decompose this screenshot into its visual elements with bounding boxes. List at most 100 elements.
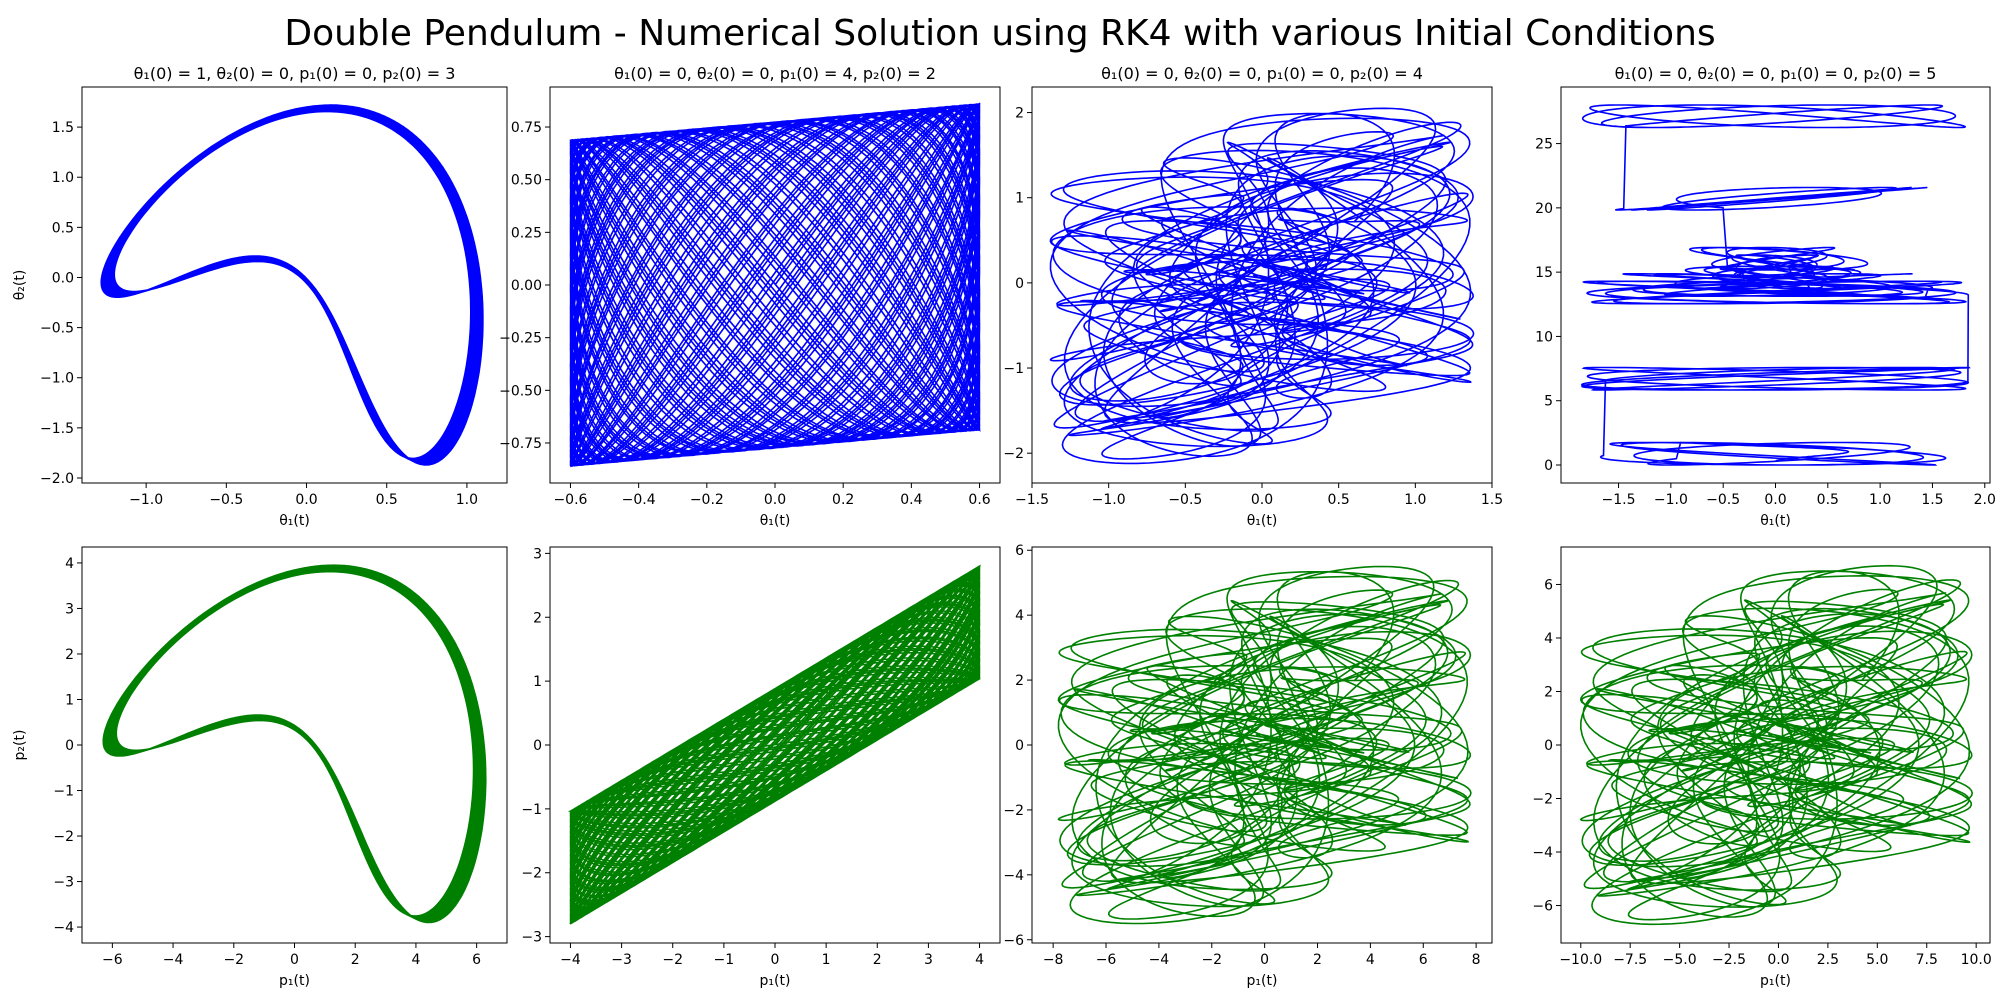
y-tick-label: −2 bbox=[1532, 792, 1553, 808]
x-axis-label: p₁(t) bbox=[760, 973, 791, 989]
axes-frame bbox=[81, 546, 508, 944]
y-tick-label: 1 bbox=[533, 674, 542, 690]
y-tick-label: 0.00 bbox=[511, 278, 542, 294]
subplot-r1c1: −1.0 −0.5 0.0 0.5 1.0 −2.0 −1.5 −1.0 −0.5 0.0 0.5 1… bbox=[12, 64, 508, 529]
x-tick-label: 1.5 bbox=[1921, 492, 1943, 508]
x-axis-label: p₁(t) bbox=[279, 973, 310, 989]
x-tick-label: 0.5 bbox=[1328, 492, 1350, 508]
x-tick-label: −0.6 bbox=[553, 492, 587, 508]
subplot-r2c1: −6 −4 −2 0 2 4 6 −4 −3 −2 −1 0 1 2 3 4 p₁(t) p₂(t) bbox=[12, 546, 508, 989]
y-tick-label: −1 bbox=[53, 784, 74, 800]
subplot-title: θ₁(0) = 0, θ₂(0) = 0, p₁(0) = 0, p₂(0) =… bbox=[1615, 64, 1937, 83]
x-tick-label: 1.0 bbox=[1869, 492, 1891, 508]
y-tick-label: 0 bbox=[1544, 738, 1553, 754]
x-axis-label: θ₁(t) bbox=[1247, 513, 1278, 529]
y-tick-label: 2 bbox=[65, 647, 74, 663]
y-tick-label: 6 bbox=[1544, 577, 1553, 593]
x-tick-label: −0.5 bbox=[1168, 492, 1202, 508]
y-tick-label: 3 bbox=[533, 546, 542, 562]
x-tick-label: −1.0 bbox=[129, 492, 163, 508]
y-tick-label: 2 bbox=[533, 610, 542, 626]
x-tick-label: 0.0 bbox=[764, 492, 786, 508]
x-tick-label: −3 bbox=[611, 952, 632, 968]
y-tick-label: −0.75 bbox=[499, 436, 542, 452]
x-axis-label: θ₁(t) bbox=[760, 513, 791, 529]
y-tick-label: 0 bbox=[1015, 276, 1024, 292]
y-tick-label: −1.0 bbox=[40, 371, 74, 387]
y-tick-label: 0.0 bbox=[52, 270, 74, 286]
x-tick-label: −0.5 bbox=[209, 492, 243, 508]
x-tick-label: 0.0 bbox=[1767, 952, 1789, 968]
trajectory-line bbox=[1057, 565, 1472, 925]
x-tick-label: −1 bbox=[714, 952, 735, 968]
y-tick-label: 4 bbox=[65, 556, 74, 572]
y-tick-label: 4 bbox=[1544, 631, 1553, 647]
y-tick-label: 4 bbox=[1015, 608, 1024, 624]
x-tick-label: 0 bbox=[1260, 952, 1269, 968]
y-tick-label: −2.0 bbox=[40, 471, 74, 487]
y-tick-label: −6 bbox=[1003, 933, 1024, 949]
x-axis-label: θ₁(t) bbox=[279, 513, 310, 529]
x-tick-label: −10.0 bbox=[1559, 952, 1602, 968]
y-axis-label: θ₂(t) bbox=[12, 270, 28, 301]
x-tick-label: 0.0 bbox=[1764, 492, 1786, 508]
y-tick-label: −4 bbox=[1003, 868, 1024, 884]
x-tick-label: −1.5 bbox=[1015, 492, 1049, 508]
x-tick-label: 2 bbox=[873, 952, 882, 968]
x-tick-label: −1.0 bbox=[1092, 492, 1126, 508]
y-tick-label: 0.25 bbox=[511, 225, 542, 241]
x-tick-label: −2 bbox=[662, 952, 683, 968]
y-tick-label: −1 bbox=[521, 802, 542, 818]
x-tick-label: 0 bbox=[290, 952, 299, 968]
x-tick-label: 1.0 bbox=[456, 492, 478, 508]
x-tick-label: 5.0 bbox=[1866, 952, 1888, 968]
x-tick-label: 6 bbox=[472, 952, 481, 968]
trajectory-line bbox=[102, 564, 487, 924]
y-tick-label: −3 bbox=[53, 875, 74, 891]
x-tick-label: 0.4 bbox=[900, 492, 922, 508]
x-tick-label: −5.0 bbox=[1663, 952, 1697, 968]
x-tick-label: −2.5 bbox=[1712, 952, 1746, 968]
x-tick-label: −1.0 bbox=[1654, 492, 1688, 508]
y-tick-label: −2 bbox=[1003, 803, 1024, 819]
x-tick-label: 0.5 bbox=[376, 492, 398, 508]
x-tick-label: 4 bbox=[411, 952, 420, 968]
y-tick-label: 1.5 bbox=[52, 120, 74, 136]
y-axis-label: p₂(t) bbox=[12, 730, 28, 761]
subplot-r1c3: −1.5 −1.0 −0.5 0.0 0.5 1.0 1.5 −2 −1 0 1 2 θ₁(0) = 0… bbox=[1003, 64, 1503, 529]
y-tick-label: 0 bbox=[65, 738, 74, 754]
y-tick-label: 1.0 bbox=[52, 170, 74, 186]
y-tick-label: 0.50 bbox=[511, 173, 542, 189]
x-tick-label: −6 bbox=[102, 952, 123, 968]
y-tick-label: −0.5 bbox=[40, 321, 74, 337]
trajectory-line bbox=[1580, 104, 1971, 466]
x-tick-label: −6 bbox=[1096, 952, 1117, 968]
y-tick-label: 2 bbox=[1015, 106, 1024, 122]
x-tick-label: 2.0 bbox=[1974, 492, 1996, 508]
y-tick-label: −2 bbox=[521, 866, 542, 882]
y-tick-label: −3 bbox=[521, 930, 542, 946]
x-tick-label: 2 bbox=[351, 952, 360, 968]
y-tick-label: 2 bbox=[1544, 684, 1553, 700]
x-tick-label: −4 bbox=[560, 952, 581, 968]
y-tick-label: 0.5 bbox=[52, 220, 74, 236]
x-tick-label: 2 bbox=[1313, 952, 1322, 968]
trajectory-line bbox=[1579, 564, 1974, 926]
x-tick-label: 4 bbox=[975, 952, 984, 968]
x-tick-label: −7.5 bbox=[1613, 952, 1647, 968]
y-tick-label: −1 bbox=[1003, 361, 1024, 377]
subplot-title: θ₁(0) = 0, θ₂(0) = 0, p₁(0) = 4, p₂(0) =… bbox=[614, 64, 936, 83]
x-tick-label: −0.4 bbox=[622, 492, 656, 508]
x-tick-label: 2.5 bbox=[1817, 952, 1839, 968]
subplot-r2c4: −10.0 −7.5 −5.0 −2.5 0.0 2.5 5.0 7.5 10.0 −6 −4 −2 0… bbox=[1532, 546, 1992, 989]
x-tick-label: 6 bbox=[1419, 952, 1428, 968]
x-tick-label: −0.5 bbox=[1706, 492, 1740, 508]
x-tick-label: 0.2 bbox=[832, 492, 854, 508]
x-tick-label: 0.0 bbox=[1251, 492, 1273, 508]
x-tick-label: −0.2 bbox=[690, 492, 724, 508]
x-tick-label: 7.5 bbox=[1916, 952, 1938, 968]
trajectory-line bbox=[569, 102, 981, 468]
y-tick-label: −2 bbox=[1003, 446, 1024, 462]
x-tick-label: −2 bbox=[1201, 952, 1222, 968]
